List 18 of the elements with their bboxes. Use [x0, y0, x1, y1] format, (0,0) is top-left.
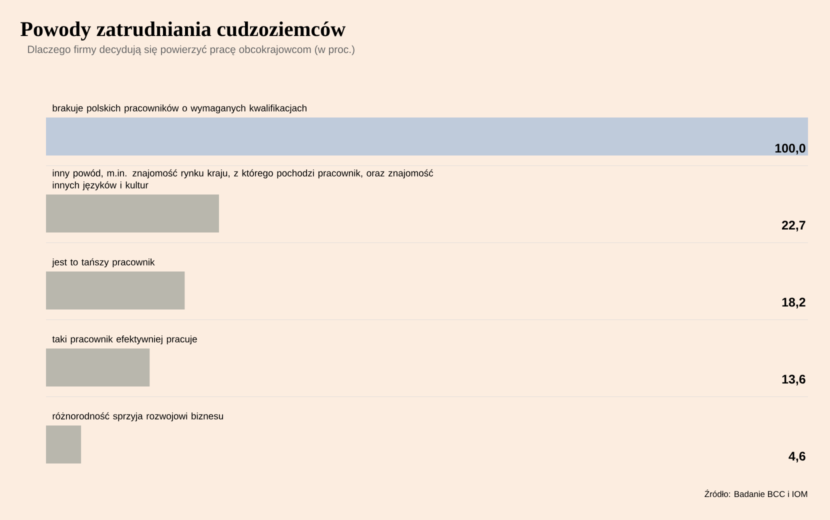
y-tick-label: różnorodność sprzyja rozwojowi biznesu: [52, 412, 224, 422]
data-label: 100,0: [775, 144, 806, 154]
data-label: 18,2: [782, 298, 806, 308]
data-label: 4,6: [788, 452, 806, 462]
y-tick-label: inny powód, m.in. znajomość rynku kraju, z którego pochodzi pracownik, oraz znajomość innych języków i kultur: [52, 169, 434, 190]
y-tick-label: jest to tańszy pracownik: [52, 258, 155, 268]
text: Źródło: Badanie BCC i IOM: [704, 490, 808, 498]
y-tick-label: taki pracownik efektywniej pracuje: [52, 335, 197, 344]
data-label: 22,7: [782, 220, 806, 232]
chart-subtitle: Dlaczego firmy decydują się powierzyć pracę obcokrajowcom (w proc.): [28, 45, 354, 56]
y-tick-label: brakuje polskich pracowników o wymaganych kwalifikacjach: [52, 104, 306, 114]
bar: [46, 194, 219, 232]
bar: [46, 271, 185, 310]
bar: [46, 117, 808, 156]
bar: [46, 348, 150, 386]
data-label: 13,6: [782, 374, 806, 386]
chart-title: Powody zatrudniania cudzoziemców: [20, 21, 346, 41]
bar: [46, 425, 82, 464]
